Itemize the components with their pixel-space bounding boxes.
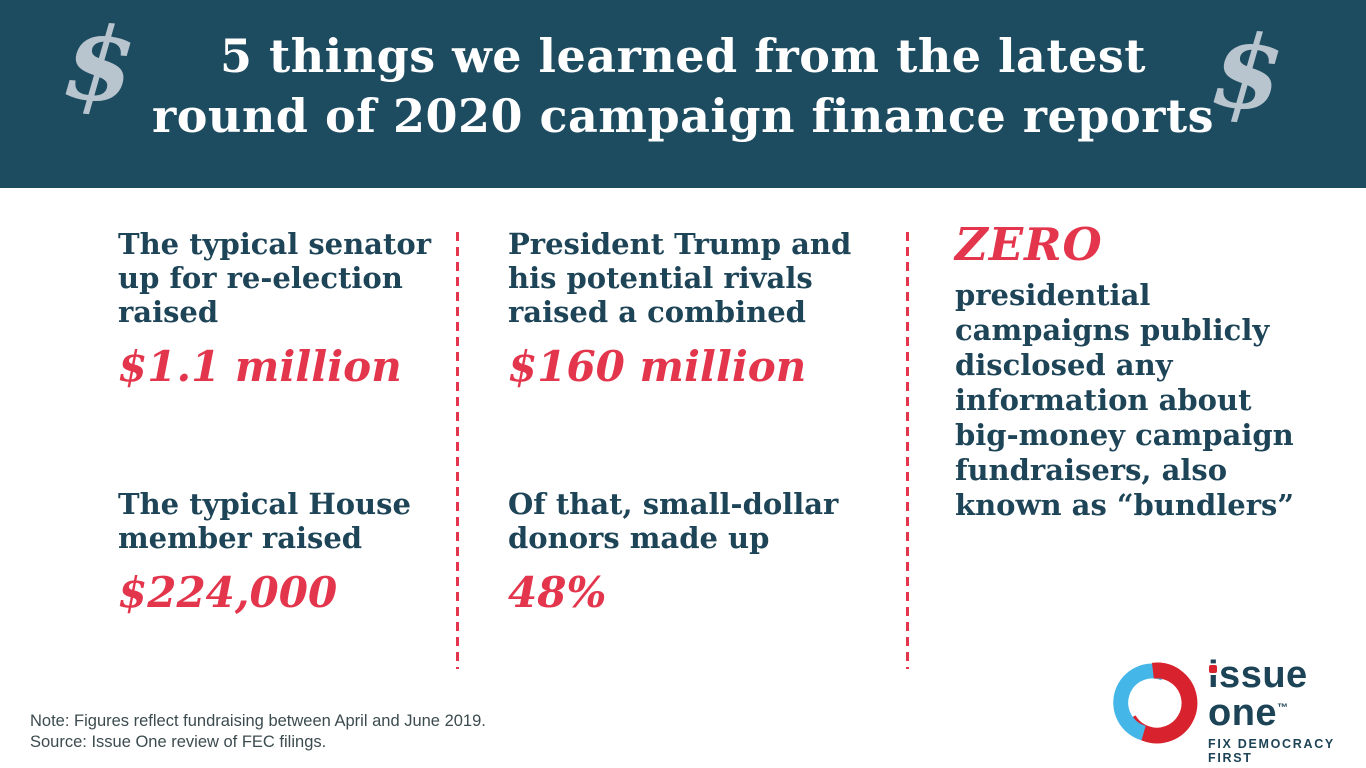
trademark-symbol: ™: [1277, 702, 1289, 714]
stat-president: President Trump and his potential rivals…: [508, 227, 851, 390]
stat-bundlers: ZERO presidential campaigns publicly dis…: [955, 220, 1294, 523]
title-line-1: 5 things we learned from the latest: [219, 29, 1147, 83]
stat-small-dollar-label: Of that, small-dollar donors made up: [508, 487, 839, 555]
stat-president-label: President Trump and his potential rivals…: [508, 227, 852, 329]
page-title: 5 things we learned from the latest roun…: [0, 26, 1366, 146]
stat-president-value: $160 million: [508, 342, 807, 391]
footnote: Note: Figures reflect fundraising betwee…: [30, 711, 486, 753]
stat-senator: The typical senator up for re-election r…: [118, 227, 431, 390]
stat-small-dollar-value: 48%: [508, 568, 607, 617]
header-banner: $ 5 things we learned from the latest ro…: [0, 0, 1366, 188]
issue-one-wordmark: issue one™ FIX DEMOCRACY FIRST: [1208, 654, 1362, 765]
stat-senator-label: The typical senator up for re-election r…: [118, 227, 431, 329]
wordmark-issue: issue: [1208, 654, 1308, 696]
source-text: Source: Issue One review of FEC filings.: [30, 733, 327, 751]
stat-house-label: The typical House member raised: [118, 487, 411, 555]
issue-one-logo: issue one™ FIX DEMOCRACY FIRST: [1112, 654, 1362, 765]
stat-bundlers-value: ZERO: [955, 218, 1103, 271]
title-line-2: round of 2020 campaign finance reports: [151, 89, 1215, 143]
dashed-divider-2: [906, 232, 909, 669]
logo-tagline: FIX DEMOCRACY FIRST: [1208, 737, 1335, 765]
dollar-sign-icon-right: $: [1206, 10, 1289, 136]
stat-house-value: $224,000: [118, 568, 338, 617]
stat-small-dollar: Of that, small-dollar donors made up 48%: [508, 487, 838, 616]
issue-one-ring-icon: [1113, 662, 1198, 744]
dashed-divider-1: [456, 232, 459, 669]
stat-bundlers-label: presidential campaigns publicly disclose…: [955, 278, 1295, 522]
wordmark-one: one: [1208, 692, 1278, 734]
stat-senator-value: $1.1 million: [118, 342, 402, 391]
note-text: Note: Figures reflect fundraising betwee…: [30, 712, 486, 730]
stat-house: The typical House member raised $224,000: [118, 487, 411, 616]
